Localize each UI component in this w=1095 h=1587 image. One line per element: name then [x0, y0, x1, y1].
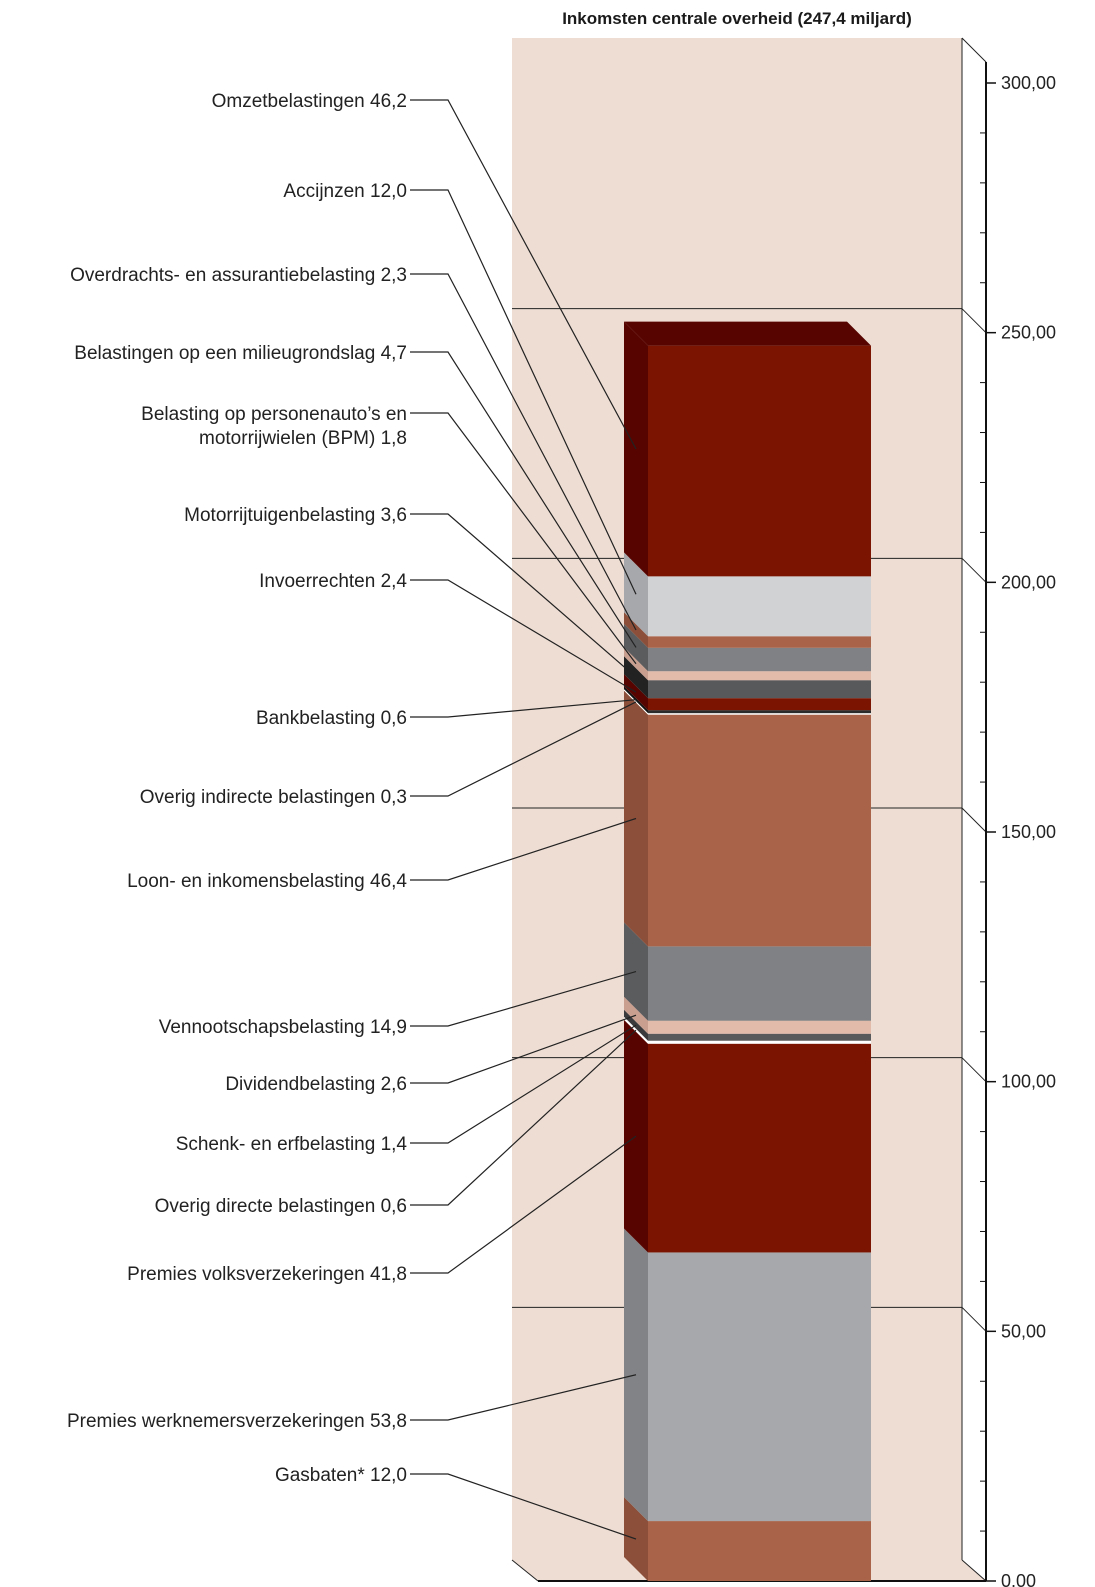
leader-line — [410, 699, 637, 718]
segment-label: Motorrijtuigenbelasting 3,6 — [184, 505, 407, 526]
floor-left-edge — [511, 1559, 539, 1582]
y-tick-label: 100,00 — [1001, 1072, 1056, 1092]
segment-bar — [648, 1521, 871, 1581]
segment-label: Premies werknemersverzekeringen 53,8 — [67, 1411, 407, 1432]
leader-line — [410, 273, 637, 631]
leader-line — [410, 1473, 637, 1540]
segment-label: Overig indirecte belastingen 0,3 — [140, 787, 407, 808]
gridline-side — [961, 1057, 987, 1083]
y-tick-label: 50,00 — [1001, 1321, 1046, 1341]
segment-label: Loon- en inkomensbelasting 46,4 — [127, 871, 407, 892]
leader-line — [410, 1135, 637, 1274]
stacked-bar — [624, 321, 871, 1581]
segment-label: Dividendbelasting 2,6 — [225, 1074, 407, 1095]
y-tick-label: 200,00 — [1001, 572, 1056, 592]
segment-label: Belasting op personenauto’s en motorrijwi… — [141, 404, 407, 449]
y-axis: 0,00 50,00 100,00 150,00 200,00 250,00 300,00 — [538, 62, 1056, 1587]
segment-bar — [648, 636, 871, 648]
bar-top-face — [624, 321, 871, 346]
segment-bar — [648, 714, 871, 947]
leader-line — [410, 579, 637, 693]
segment-side — [624, 1016, 648, 1044]
leader-line — [410, 970, 637, 1027]
leader-line — [410, 1014, 637, 1084]
leader-line — [410, 1374, 637, 1421]
segment-bar — [648, 671, 871, 681]
segment-bar — [648, 1043, 871, 1253]
segment-label: Gasbaten* 12,0 — [275, 1465, 407, 1486]
gridline-side — [961, 1306, 987, 1332]
y-tick-label: 300,00 — [1001, 73, 1056, 93]
floor-right-edge — [961, 1559, 987, 1582]
segment-bar — [648, 1040, 871, 1044]
leader-line — [410, 351, 637, 648]
segment-bar — [648, 698, 871, 711]
y-tick-label: 150,00 — [1001, 822, 1056, 842]
segment-labels: Gasbaten* 12,0 Premies werknemersverzeker… — [67, 91, 637, 1540]
segment-label: Bankbelasting 0,6 — [256, 708, 407, 729]
leader-line — [410, 817, 637, 881]
segment-label: Overig directe belastingen 0,6 — [155, 1196, 407, 1217]
segment-bar — [648, 576, 871, 637]
segment-bar — [648, 946, 871, 1021]
segment-bar — [648, 1020, 871, 1034]
segment-label: Premies volksverzekeringen 41,8 — [127, 1264, 407, 1285]
wall-corner-top — [961, 37, 987, 63]
segment-label: Overdrachts- en assurantiebelasting 2,3 — [70, 265, 407, 286]
segment-label: Invoerrechten 2,4 — [259, 571, 407, 592]
leader-line — [410, 513, 637, 678]
gridline-side — [961, 807, 987, 833]
leader-line — [410, 1029, 637, 1206]
y-tick-label: 0,00 — [1001, 1571, 1036, 1587]
segment-label: Schenk- en erfbelasting 1,4 — [176, 1134, 408, 1155]
leader-line — [410, 412, 637, 665]
segment-bar — [648, 1033, 871, 1041]
segment-bar — [648, 647, 871, 672]
segment-label: Vennootschapsbelasting 14,9 — [159, 1017, 407, 1038]
segment-label: Omzetbelastingen 46,2 — [212, 91, 407, 112]
segment-bar — [648, 710, 871, 714]
leader-line — [410, 99, 637, 450]
segment-bar — [648, 1252, 871, 1522]
segment-label: Belastingen op een milieugrondslag 4,7 — [74, 343, 407, 364]
y-tick-label: 250,00 — [1001, 323, 1056, 343]
leader-line — [410, 701, 637, 797]
segment-bar — [648, 680, 871, 699]
gridline-side — [961, 557, 987, 583]
gridline-side — [961, 308, 987, 334]
segment-bar — [648, 345, 871, 577]
leader-line — [410, 189, 637, 595]
segment-label: Accijnzen 12,0 — [283, 181, 407, 202]
leader-line — [410, 1024, 637, 1144]
segment-bar — [648, 713, 871, 715]
chart-title: Inkomsten centrale overheid (247,4 milja… — [562, 9, 912, 28]
